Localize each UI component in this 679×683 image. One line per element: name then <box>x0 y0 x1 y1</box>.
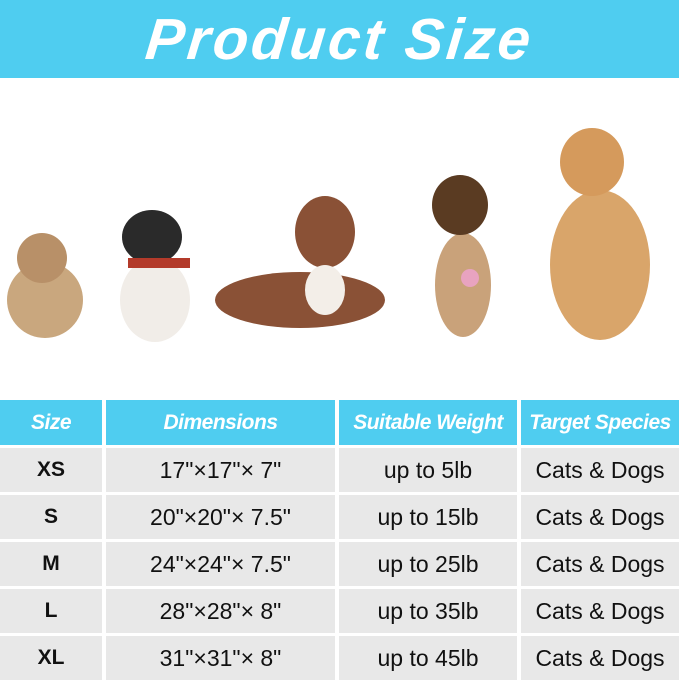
species-cell: Cats & Dogs <box>521 542 679 586</box>
table-header-row: Size Dimensions Suitable Weight Target S… <box>0 400 679 445</box>
weight-cell: up to 35lb <box>339 589 517 633</box>
header-size: Size <box>0 400 102 445</box>
pitbull-image <box>215 196 385 328</box>
species-cell: Cats & Dogs <box>521 495 679 539</box>
title-banner: Product Size <box>0 0 679 78</box>
species-cell: Cats & Dogs <box>521 636 679 680</box>
header-target-species: Target Species <box>521 400 679 445</box>
species-cell: Cats & Dogs <box>521 589 679 633</box>
dimensions-cell: 31"×31"× 8" <box>106 636 335 680</box>
species-cell: Cats & Dogs <box>521 448 679 492</box>
french-bulldog-image <box>120 210 190 342</box>
table-row: XL 31"×31"× 8" up to 45lb Cats & Dogs <box>0 636 679 680</box>
dimensions-cell: 20"×20"× 7.5" <box>106 495 335 539</box>
dimensions-cell: 17"×17"× 7" <box>106 448 335 492</box>
size-cell: L <box>0 589 102 633</box>
size-cell: XL <box>0 636 102 680</box>
page-title: Product Size <box>142 6 537 72</box>
weight-cell: up to 15lb <box>339 495 517 539</box>
table-row: L 28"×28"× 8" up to 35lb Cats & Dogs <box>0 589 679 633</box>
table-row: M 24"×24"× 7.5" up to 25lb Cats & Dogs <box>0 542 679 586</box>
table-row: S 20"×20"× 7.5" up to 15lb Cats & Dogs <box>0 495 679 539</box>
header-suitable-weight: Suitable Weight <box>339 400 517 445</box>
dogs-illustration <box>7 128 650 342</box>
golden-retriever-image <box>550 128 650 340</box>
table-row: XS 17"×17"× 7" up to 5lb Cats & Dogs <box>0 448 679 492</box>
size-cell: XS <box>0 448 102 492</box>
weight-cell: up to 5lb <box>339 448 517 492</box>
dimensions-cell: 28"×28"× 8" <box>106 589 335 633</box>
size-cell: M <box>0 542 102 586</box>
weight-cell: up to 25lb <box>339 542 517 586</box>
size-cell: S <box>0 495 102 539</box>
header-dimensions: Dimensions <box>106 400 335 445</box>
dimensions-cell: 24"×24"× 7.5" <box>106 542 335 586</box>
weight-cell: up to 45lb <box>339 636 517 680</box>
size-table: Size Dimensions Suitable Weight Target S… <box>0 397 679 683</box>
small-dog-image <box>7 233 83 338</box>
shepherd-dog-image <box>432 175 491 337</box>
